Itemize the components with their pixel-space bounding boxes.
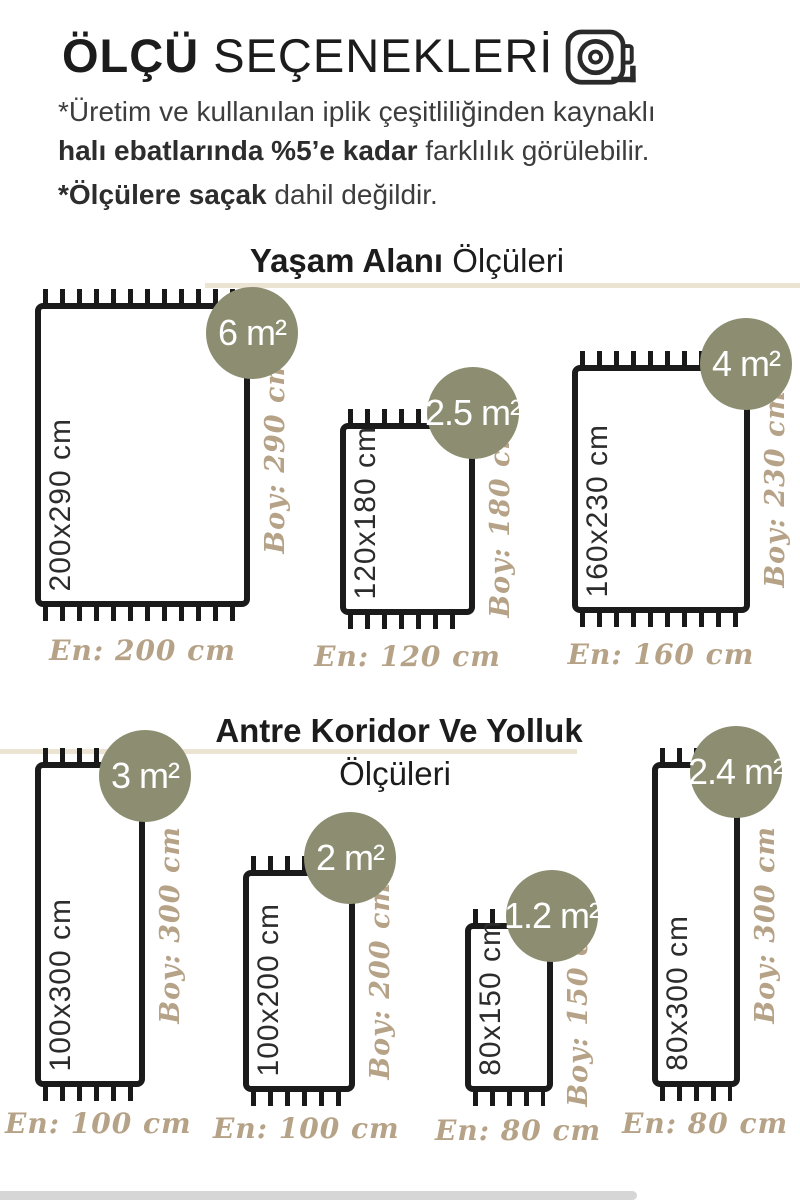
rug-diagram-120x180: 120x180 cm (340, 409, 475, 629)
rug-size-label: 100x200 cm (252, 902, 285, 1076)
tape-measure-icon (565, 29, 636, 85)
rug-fringe-bottom (660, 1086, 732, 1101)
area-badge-label: 2.5 m² (424, 392, 522, 433)
page-title-light: SEÇENEKLERİ (213, 29, 554, 82)
area-badge: 2 m² (304, 812, 396, 904)
disclaimer-line-1-text: *Üretim ve kullanılan iplik çeşitliliğin… (58, 96, 656, 127)
disclaimer-line-3-bold: *Ölçülere saçak (58, 179, 267, 210)
rug-width-label: En: 100 cm (213, 1112, 400, 1145)
section-1-title-light: Ölçüleri (452, 242, 565, 279)
rug-fringe-top (43, 289, 242, 304)
rug-fringe-bottom (43, 606, 242, 621)
rug-width-label: En: 200 cm (49, 634, 236, 667)
rug-length-text: Boy: 200 cm (364, 882, 396, 1080)
rug-width-label: En: 80 cm (622, 1107, 789, 1140)
rug-size-label: 200x290 cm (44, 417, 77, 591)
rug-size-label: 80x150 cm (474, 920, 507, 1076)
area-badge-label: 6 m² (218, 312, 287, 353)
section-2-subtitle: Ölçüleri (339, 755, 451, 793)
disclaimer-line-2: halı ebatlarında %5’e kadar farklılık gö… (58, 131, 758, 170)
disclaimer-line-2-bold: halı ebatlarında %5’e kadar (58, 135, 418, 166)
page-title: ÖLÇÜ SEÇENEKLERİ (62, 28, 553, 83)
rug-size-label: 80x300 cm (661, 915, 694, 1071)
rug-width-label: En: 80 cm (435, 1114, 602, 1147)
rug-size-label: 120x180 cm (349, 425, 382, 599)
area-badge-label: 2 m² (316, 837, 385, 878)
disclaimer-line-2-rest: farklılık görülebilir. (417, 135, 650, 166)
area-badge-label: 4 m² (712, 343, 781, 384)
rug-length-label: Boy: 200 cm (359, 870, 401, 1092)
rug-length-text: Boy: 230 cm (759, 390, 791, 588)
section-2-title-light: Ölçüleri (339, 755, 451, 792)
rug-length-text: Boy: 290 cm (259, 356, 291, 554)
rug-width-label: En: 100 cm (5, 1107, 192, 1140)
rug-width-label: En: 160 cm (567, 638, 755, 671)
section-2-title-bold: Antre Koridor Ve Yolluk (215, 712, 583, 749)
rug-fringe-bottom (348, 614, 467, 629)
rug-fringe-bottom (580, 612, 742, 627)
rug-length-text: Boy: 300 cm (749, 825, 781, 1024)
section-1-divider (205, 283, 800, 288)
area-badge-label: 2.4 m² (687, 751, 785, 792)
rug-fringe-bottom (251, 1091, 347, 1106)
rug-size-label: 160x230 cm (581, 423, 614, 597)
area-badge-label: 1.2 m² (503, 895, 601, 936)
disclaimer-line-3-rest: dahil değildir. (266, 179, 438, 210)
section-2-divider (0, 749, 577, 754)
area-badge: 2.5 m² (424, 367, 522, 459)
rug-size-label: 100x300 cm (44, 897, 77, 1071)
rug-fringe-bottom (43, 1086, 137, 1101)
area-badge: 6 m² (206, 287, 298, 379)
rug-fringe-bottom (473, 1091, 545, 1106)
section-1-title-bold: Yaşam Alanı (249, 242, 444, 279)
rug-length-text: Boy: 300 cm (154, 825, 186, 1024)
rug-width-label: En: 120 cm (314, 640, 501, 673)
section-1-title: Yaşam Alanı Ölçüleri (250, 242, 564, 280)
area-badge-label: 3 m² (111, 755, 180, 796)
disclaimer-notes: *Üretim ve kullanılan iplik çeşitliliğin… (58, 92, 758, 214)
area-badge: 2.4 m² (687, 726, 785, 818)
page-title-bold: ÖLÇÜ (62, 29, 200, 82)
area-badge: 1.2 m² (503, 870, 601, 962)
rug-diagram-100x200: 100x200 cm (243, 856, 355, 1106)
disclaimer-line-1: *Üretim ve kullanılan iplik çeşitliliğin… (58, 92, 758, 131)
rug-diagram-80x300: 80x300 cm (652, 748, 740, 1101)
area-badge: 4 m² (700, 318, 792, 410)
section-2-title: Antre Koridor Ve Yolluk (215, 712, 582, 750)
disclaimer-line-3: *Ölçülere saçak dahil değildir. (58, 175, 758, 214)
area-badge: 3 m² (99, 730, 191, 822)
bottom-scrollbar[interactable] (0, 1191, 637, 1200)
